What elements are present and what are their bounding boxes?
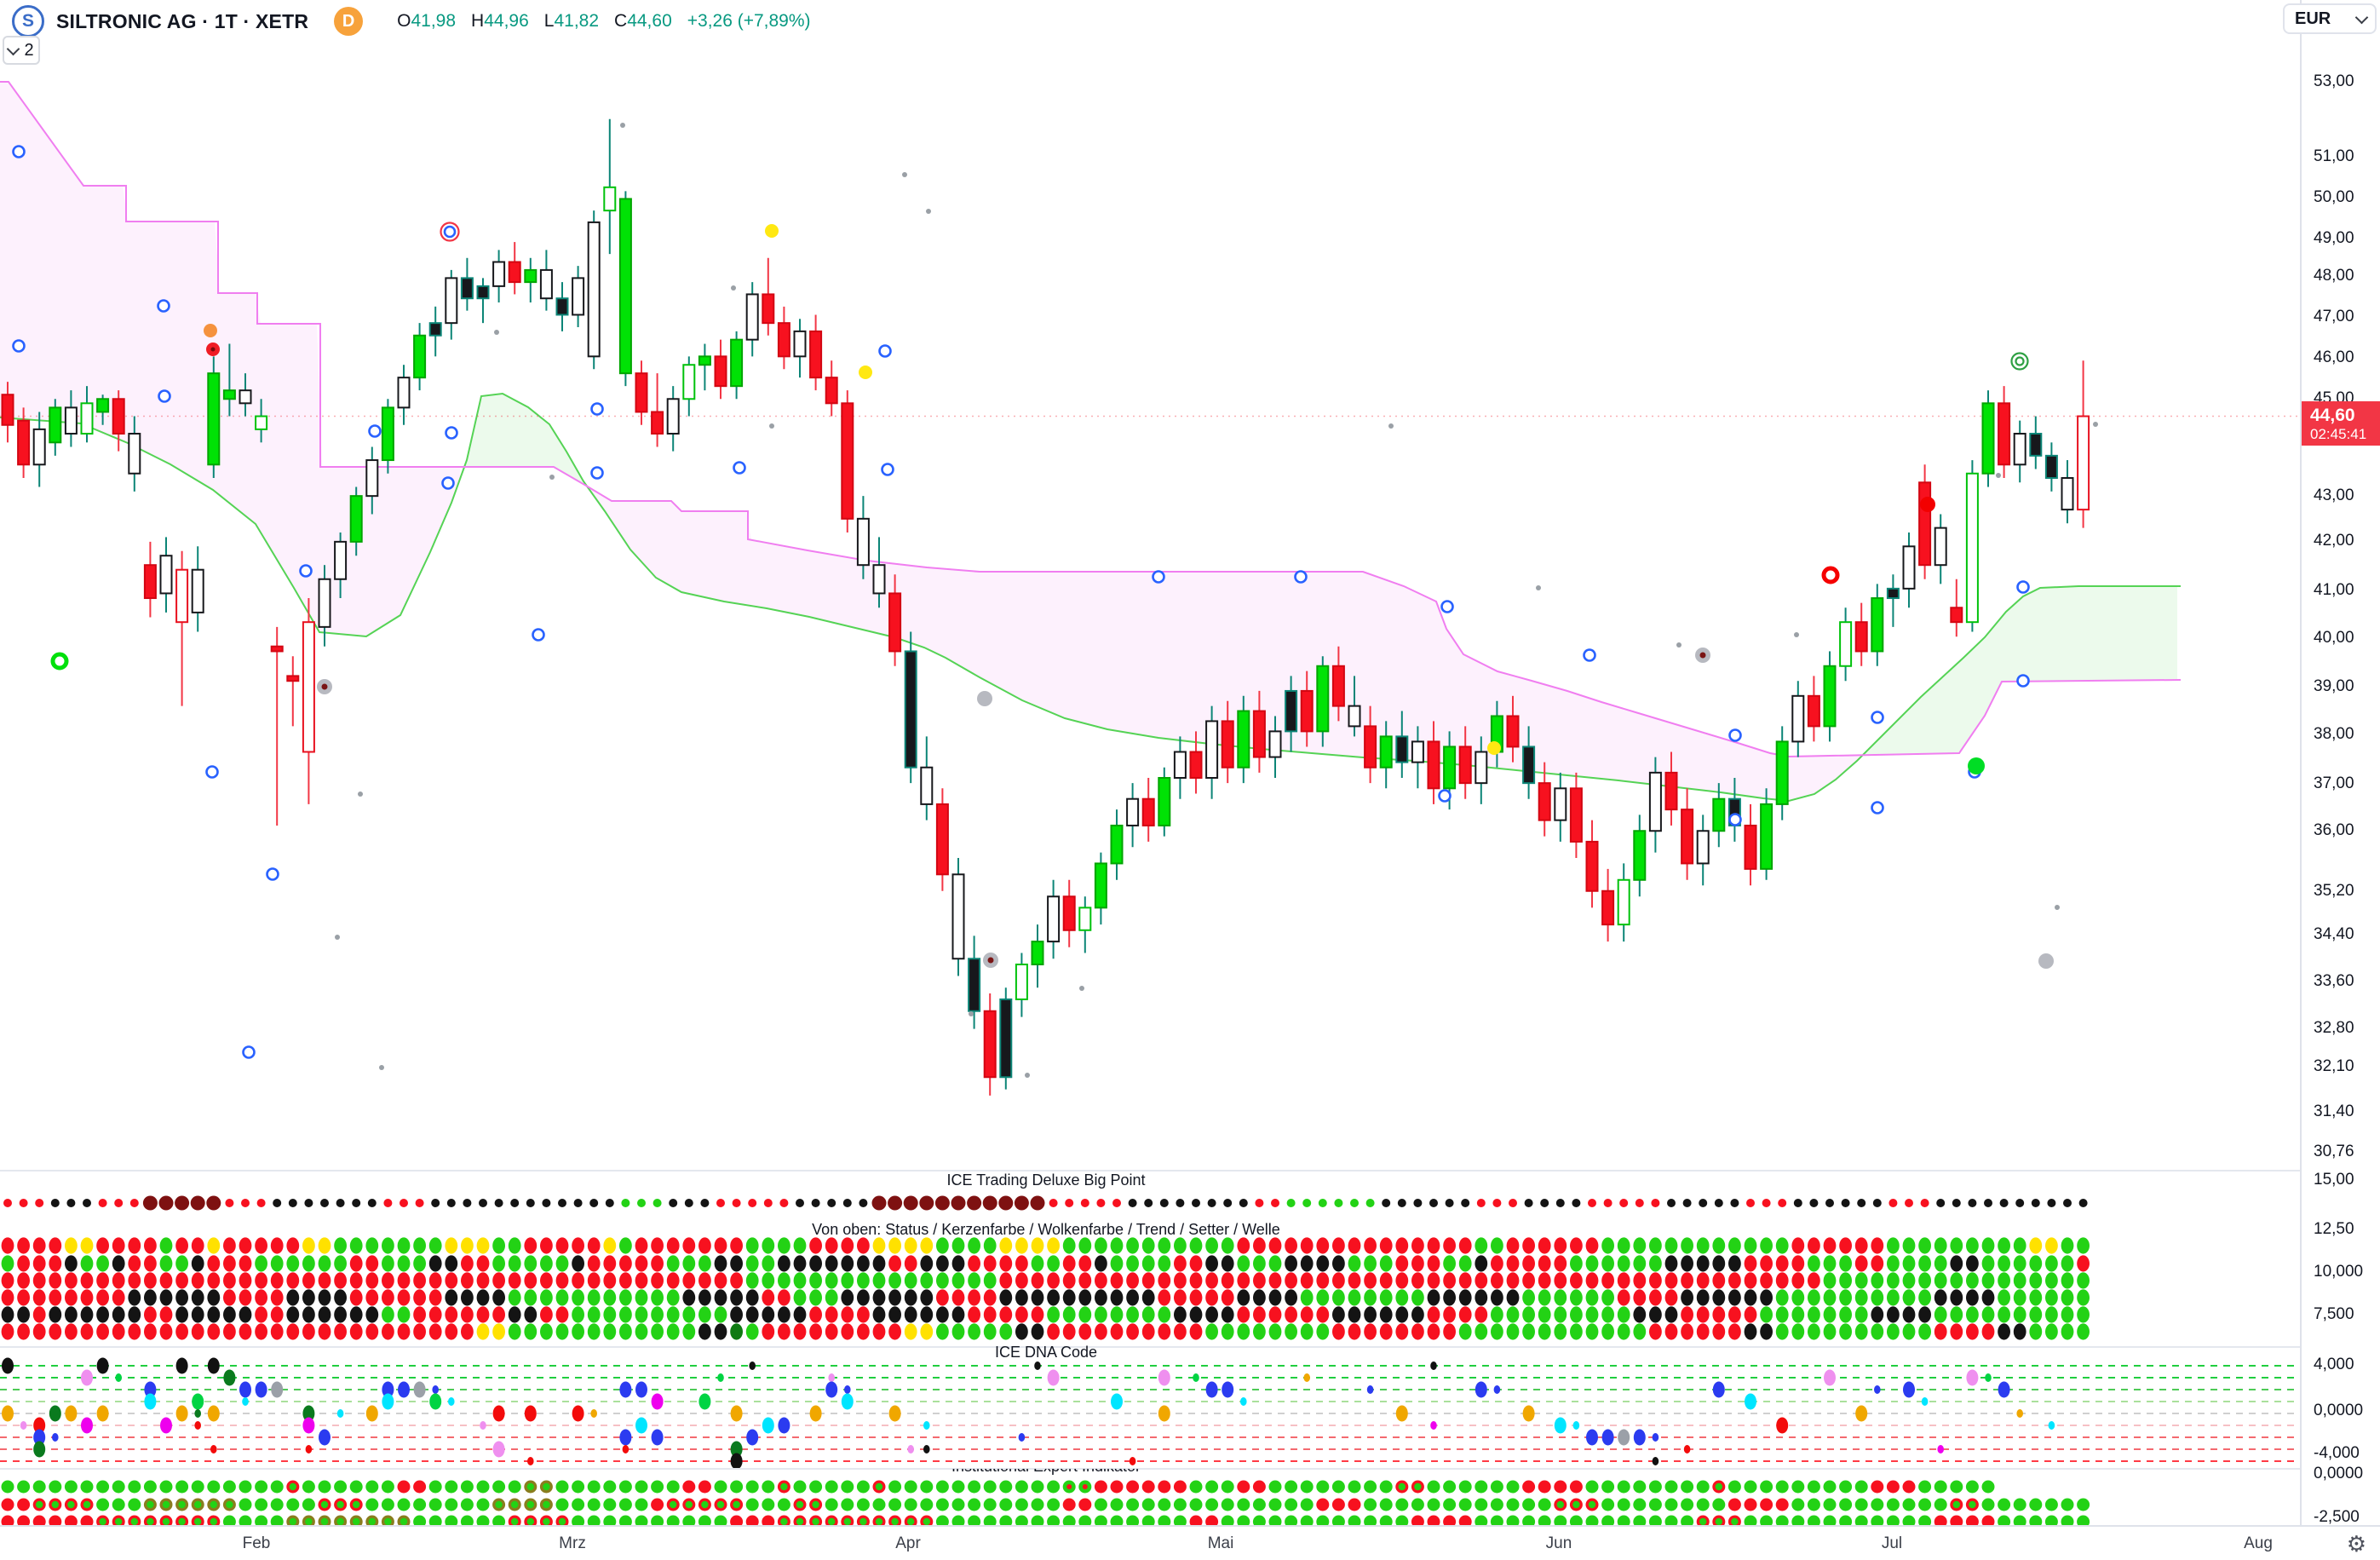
- pane1-tick: 7,500: [2314, 1305, 2354, 1323]
- last-price-value: 44,60: [2310, 405, 2355, 425]
- price-tick: 31,40: [2314, 1102, 2354, 1120]
- bar-countdown: 02:45:41: [2310, 425, 2367, 442]
- price-tick: 49,00: [2314, 229, 2354, 247]
- price-tick: 32,10: [2314, 1057, 2354, 1075]
- price-tick: 43,00: [2314, 486, 2354, 504]
- price-tick: 37,00: [2314, 774, 2354, 792]
- pane-divider[interactable]: [0, 1346, 2300, 1348]
- open-label: O: [397, 11, 411, 31]
- high-label: H: [471, 11, 485, 31]
- pane1-tick: 15,00: [2314, 1171, 2354, 1189]
- price-tick: 34,40: [2314, 925, 2354, 943]
- interval-badge[interactable]: D: [334, 7, 364, 36]
- month-tick-mai: Mai: [1207, 1534, 1234, 1552]
- pane2-tick: -4,000: [2314, 1444, 2360, 1462]
- symbol-title[interactable]: SILTRONIC AG · 1T · XETR: [56, 9, 309, 32]
- ohlc-values: O41,98 H44,96 L41,82 C44,60: [397, 11, 672, 32]
- pane2-title: ICE DNA Code: [994, 1344, 1098, 1361]
- low-value: 41,82: [554, 11, 600, 31]
- price-tick: 36,00: [2314, 821, 2354, 839]
- month-tick-aug: Aug: [2244, 1534, 2273, 1552]
- month-tick-jul: Jul: [1881, 1534, 1903, 1552]
- price-tick: 50,00: [2314, 188, 2354, 206]
- chart-header: S SILTRONIC AG · 1T · XETR D O41,98 H44,…: [12, 5, 811, 37]
- indicator-collapse-chip[interactable]: 2: [3, 36, 40, 65]
- pane1-tick: 12,50: [2314, 1220, 2354, 1238]
- price-tick: 33,60: [2314, 972, 2354, 990]
- pane1-title: ICE Trading Deluxe Big Point: [946, 1171, 1146, 1189]
- pane1-subtitle: Von oben: Status / Kerzenfarbe / Wolkenf…: [812, 1221, 1280, 1238]
- chevron-down-icon: [2354, 10, 2369, 24]
- price-tick: 41,00: [2314, 581, 2354, 599]
- pane2-tick: 4,000: [2314, 1356, 2354, 1373]
- month-tick-apr: Apr: [895, 1534, 921, 1552]
- gear-icon[interactable]: ⚙: [2346, 1531, 2366, 1557]
- month-tick-mrz: Mrz: [559, 1534, 586, 1552]
- close-label: C: [614, 11, 628, 31]
- pane3-tick: -2,500: [2314, 1508, 2360, 1526]
- month-tick-feb: Feb: [242, 1534, 271, 1552]
- chevron-down-icon: [7, 42, 20, 55]
- price-tick: 35,20: [2314, 882, 2354, 900]
- price-tick: 47,00: [2314, 308, 2354, 325]
- price-tick: 30,76: [2314, 1143, 2354, 1160]
- last-price-label: 44,60 02:45:41: [2302, 401, 2380, 446]
- pane2-tick: 0,0000: [2314, 1402, 2364, 1419]
- pane3-clipped-title: Institutional Expert Indikator: [0, 1469, 2092, 1476]
- price-tick: 46,00: [2314, 348, 2354, 366]
- pane3-tick: 0,0000: [2314, 1465, 2364, 1482]
- pane1-tick: 10,000: [2314, 1263, 2364, 1281]
- symbol-logo-icon[interactable]: S: [12, 5, 44, 37]
- price-tick: 53,00: [2314, 72, 2354, 90]
- price-tick: 51,00: [2314, 147, 2354, 165]
- open-value: 41,98: [411, 11, 457, 31]
- pane-divider[interactable]: [0, 1468, 2300, 1470]
- price-axis[interactable]: 44,60 02:45:41 53,00 51,00 50,00 49,00 48,00…: [2300, 0, 2380, 1526]
- price-tick: 32,80: [2314, 1019, 2354, 1037]
- pane-divider[interactable]: [0, 1170, 2300, 1171]
- month-tick-jun: Jun: [1545, 1534, 1572, 1552]
- close-value: 44,60: [627, 11, 672, 31]
- currency-selector-button[interactable]: EUR: [2283, 3, 2377, 34]
- low-label: L: [543, 11, 555, 31]
- time-axis[interactable]: ⚙ Feb Mrz Apr Mai Jun Jul Aug: [0, 1525, 2380, 1560]
- price-tick: 40,00: [2314, 629, 2354, 647]
- change-value: +3,26 (+7,89%): [687, 11, 811, 31]
- price-tick: 38,00: [2314, 725, 2354, 743]
- price-tick: 42,00: [2314, 532, 2354, 550]
- high-value: 44,96: [484, 11, 529, 31]
- indicator-count: 2: [24, 40, 34, 60]
- price-tick: 39,00: [2314, 677, 2354, 695]
- price-tick: 48,00: [2314, 267, 2354, 285]
- currency-label: EUR: [2295, 9, 2331, 28]
